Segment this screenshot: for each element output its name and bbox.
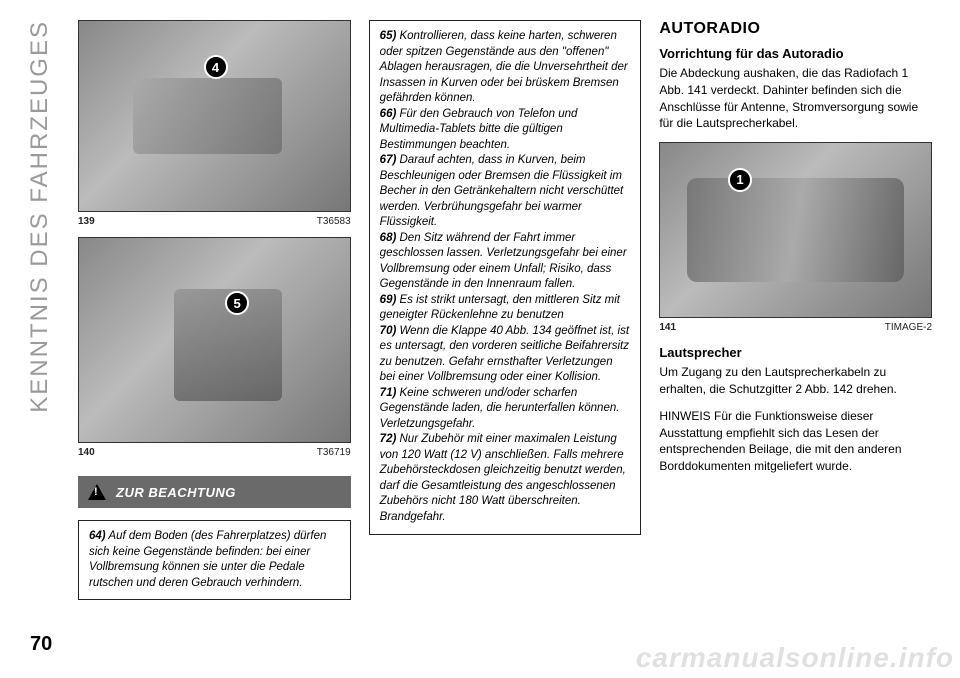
warning-triangle-icon <box>88 484 106 500</box>
note-number: 67) <box>380 154 397 166</box>
subheading-vorrichtung: Vorrichtung für das Autoradio <box>659 46 932 61</box>
note-number: 64) <box>89 530 106 542</box>
note-number: 68) <box>380 232 397 244</box>
note-text: Wenn die Klappe 40 Abb. 134 geöffnet ist… <box>380 325 629 384</box>
note-text: Auf dem Boden (des Fahrerplatzes) dürfen… <box>89 530 326 589</box>
note-number: 70) <box>380 325 397 337</box>
figure-number: 141 <box>659 322 676 333</box>
page-number: 70 <box>30 633 52 656</box>
note-text: Für den Gebrauch von Telefon und Multime… <box>380 108 578 151</box>
paragraph: Die Abdeckung aushaken, die das Radiofac… <box>659 65 932 132</box>
warning-bar: ZUR BEACHTUNG <box>78 476 351 508</box>
note-number: 65) <box>380 30 397 42</box>
note-text: Kontrollieren, dass keine harten, schwer… <box>380 30 628 104</box>
figure-code: T36583 <box>317 216 351 227</box>
figure-140-photo: 5 <box>78 237 351 443</box>
paragraph-hinweis: HINWEIS Für die Funktionsweise dieser Au… <box>659 408 932 475</box>
figure-141-caption: 141 TIMAGE-2 <box>659 322 932 333</box>
note-text: Es ist strikt untersagt, den mittleren S… <box>380 294 620 322</box>
figure-141-photo: 1 <box>659 142 932 318</box>
callout-1: 1 <box>728 168 752 192</box>
figure-140-caption: 140 T36719 <box>78 447 351 458</box>
callout-4: 4 <box>204 55 228 79</box>
figure-number: 140 <box>78 447 95 458</box>
note-number: 72) <box>380 433 397 445</box>
paragraph: Um Zugang zu den Lautsprecherkabeln zu e… <box>659 364 932 398</box>
note-text: Keine schweren und/oder scharfen Gegenst… <box>380 387 620 430</box>
note-number: 71) <box>380 387 397 399</box>
column-1: 4 139 T36583 5 140 T36719 ZUR BEACHTUNG … <box>78 20 351 618</box>
notes-box: 65) Kontrollieren, dass keine harten, sc… <box>369 20 642 535</box>
figure-code: TIMAGE-2 <box>885 322 932 333</box>
figure-code: T36719 <box>317 447 351 458</box>
column-2: 65) Kontrollieren, dass keine harten, sc… <box>369 20 642 618</box>
warning-title: ZUR BEACHTUNG <box>116 485 236 500</box>
figure-139-caption: 139 T36583 <box>78 216 351 227</box>
figure-139-photo: 4 <box>78 20 351 212</box>
note-text: Den Sitz während der Fahrt immer geschlo… <box>380 232 627 291</box>
manual-page: KENNTNIS DES FAHRZEUGES 4 139 T36583 5 1… <box>0 0 960 678</box>
heading-autoradio: AUTORADIO <box>659 20 932 38</box>
note-number: 66) <box>380 108 397 120</box>
note-text: Nur Zubehör mit einer maximalen Leistung… <box>380 433 626 523</box>
content-columns: 4 139 T36583 5 140 T36719 ZUR BEACHTUNG … <box>78 20 932 618</box>
note-number: 69) <box>380 294 397 306</box>
section-title-vertical: KENNTNIS DES FAHRZEUGES <box>26 20 54 413</box>
note-64-box: 64) Auf dem Boden (des Fahrerplatzes) dü… <box>78 520 351 600</box>
figure-number: 139 <box>78 216 95 227</box>
column-3: AUTORADIO Vorrichtung für das Autoradio … <box>659 20 932 618</box>
callout-5: 5 <box>225 291 249 315</box>
watermark: carmanualsonline.info <box>636 642 954 674</box>
subheading-lautsprecher: Lautsprecher <box>659 345 932 360</box>
note-text: Darauf achten, dass in Kurven, beim Besc… <box>380 154 624 228</box>
